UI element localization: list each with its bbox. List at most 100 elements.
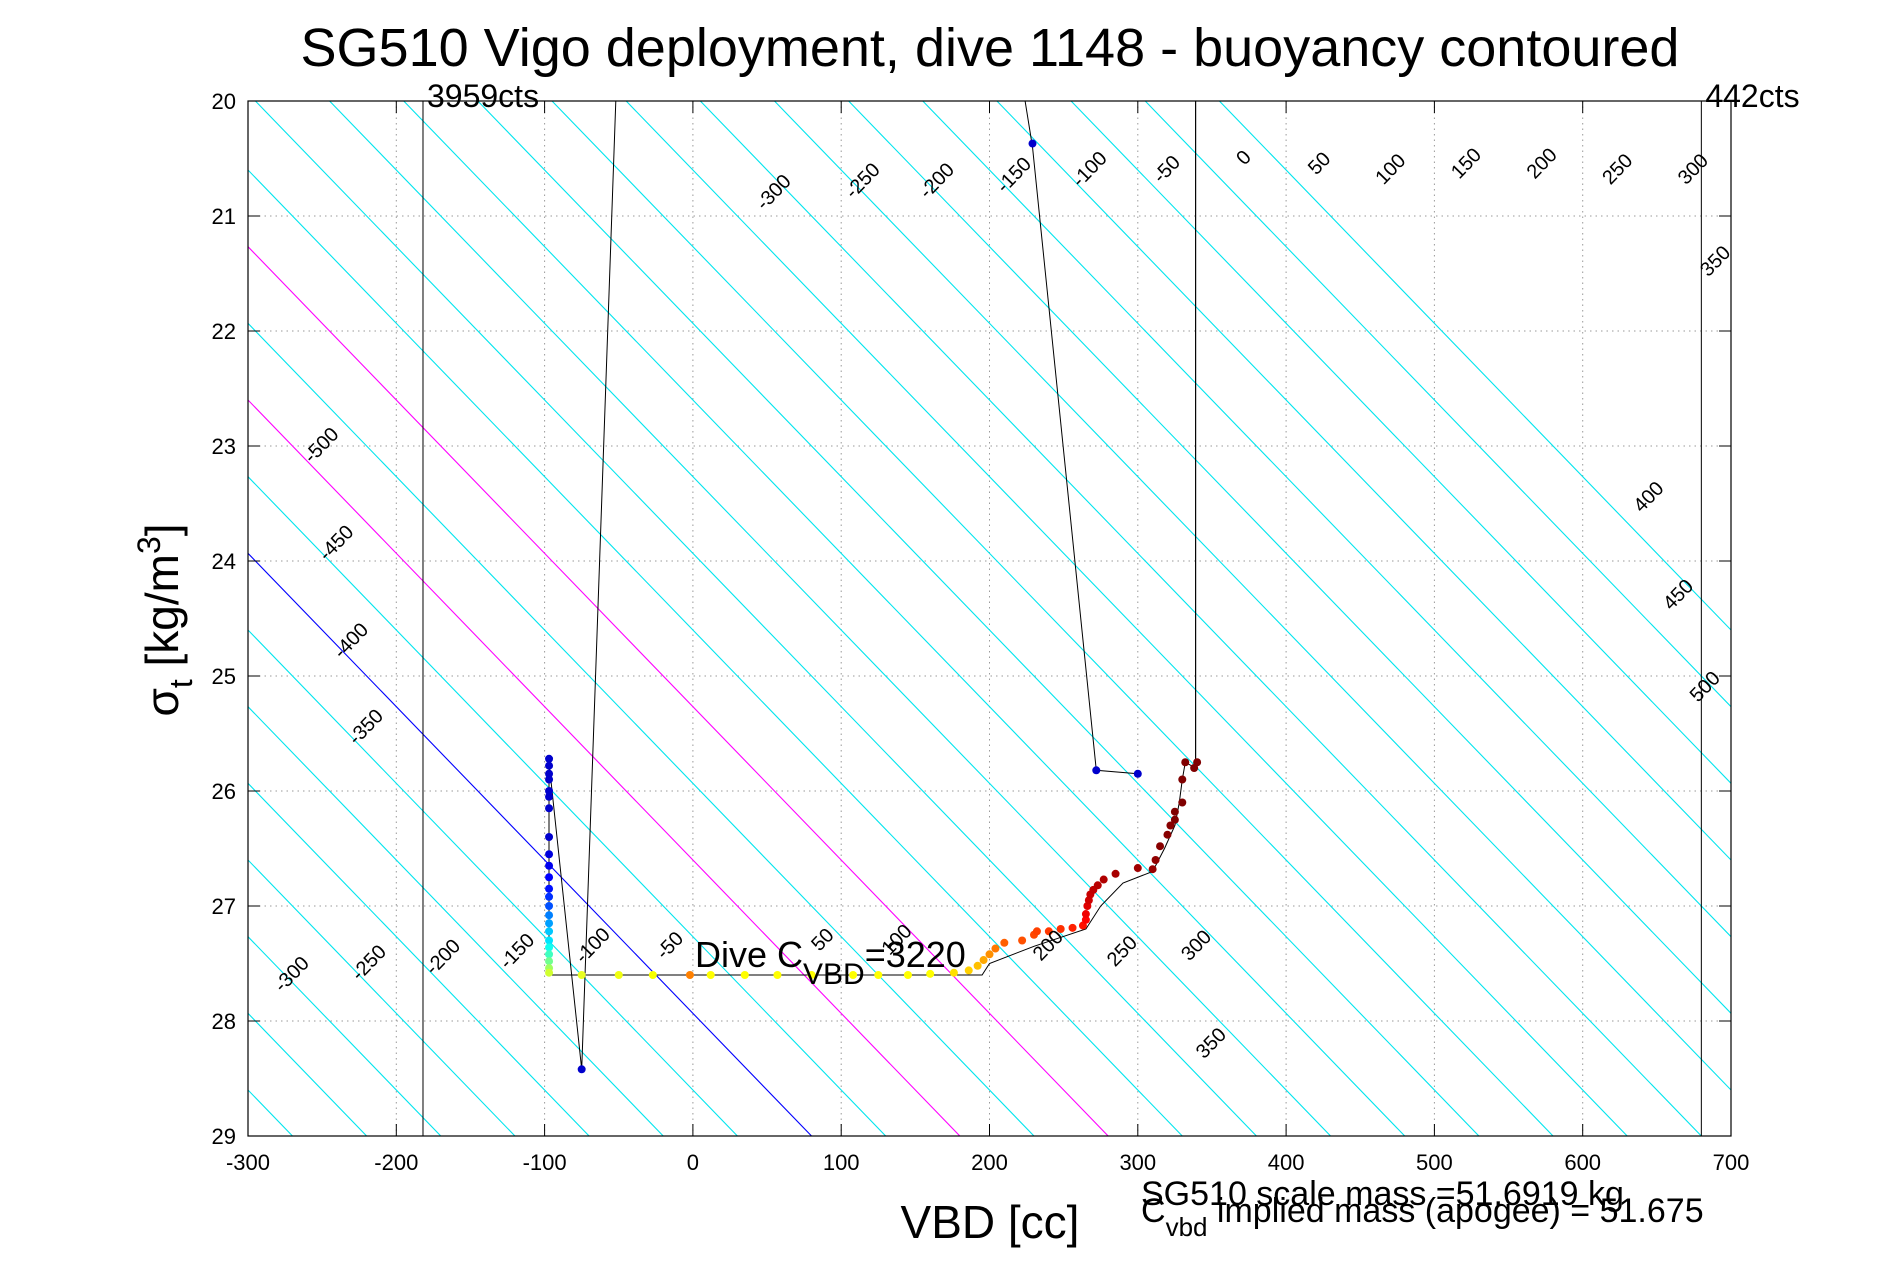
data-point <box>1151 856 1160 864</box>
data-point <box>577 1065 586 1074</box>
data-point <box>1056 925 1065 933</box>
y-axis-label-close: ] <box>136 523 188 536</box>
implied-mass-subscript: vbd <box>1166 1212 1208 1242</box>
data-point <box>545 754 554 763</box>
contour-line <box>403 101 1406 1136</box>
data-point <box>1092 766 1101 775</box>
grid-lines <box>248 101 1731 1136</box>
data-point <box>545 902 554 910</box>
data-point <box>1170 815 1179 824</box>
contour-line <box>248 322 1035 1136</box>
data-point <box>1156 842 1165 851</box>
y-tick-label: 20 <box>212 89 236 114</box>
contour-line <box>848 101 1731 1015</box>
data-point <box>979 956 988 965</box>
data-point <box>1178 775 1187 784</box>
x-tick-label: -200 <box>374 1150 418 1175</box>
contour-line <box>774 101 1731 1091</box>
dive-c-vbd-annotation: Dive CVBD=3220 <box>695 934 966 991</box>
dive-c-prefix: Dive C <box>695 934 803 975</box>
data-point <box>1018 936 1027 945</box>
data-point <box>545 775 554 784</box>
contour-line <box>551 101 1554 1136</box>
scale-mass-annotation: SG510 scale mass =51.6919 kg <box>1141 1175 1624 1213</box>
data-point <box>545 936 554 945</box>
data-point <box>545 850 554 859</box>
data-point <box>973 961 982 970</box>
data-points <box>545 139 1202 1074</box>
contour-line <box>625 101 1628 1136</box>
contour-line <box>329 101 1331 1136</box>
reference-line-labels: 3959cts 442cts <box>427 78 1800 114</box>
contour-line <box>248 782 590 1136</box>
y-axis-label-superscript: 3 <box>131 536 167 554</box>
x-tick-label: 500 <box>1416 1150 1453 1175</box>
data-point <box>740 971 749 979</box>
data-point <box>1068 923 1077 932</box>
contour-line-highlight <box>248 399 961 1136</box>
y-axis-label-unit: [kg/m <box>136 554 188 679</box>
data-point <box>685 971 694 979</box>
data-point <box>1081 910 1090 919</box>
data-point <box>545 884 554 893</box>
y-tick-label: 27 <box>212 894 236 919</box>
data-point <box>614 971 623 979</box>
reference-line-label: 442cts <box>1705 78 1799 114</box>
contour-line-zero <box>248 552 812 1136</box>
data-point <box>1181 758 1190 767</box>
contour-line <box>255 101 1257 1136</box>
dive-c-value: =3220 <box>865 934 966 975</box>
data-point <box>1093 881 1102 890</box>
data-point <box>545 968 554 977</box>
data-point <box>1133 769 1142 778</box>
x-tick-label: -300 <box>226 1150 270 1175</box>
data-point <box>926 969 935 978</box>
x-axis-label: VBD [cc] <box>901 1196 1080 1248</box>
data-point <box>545 861 554 870</box>
data-point <box>545 804 554 813</box>
y-axis-label-symbol: σ <box>136 688 188 716</box>
data-point <box>545 787 554 795</box>
contour-line <box>477 101 1480 1136</box>
data-point <box>874 971 883 979</box>
data-point <box>545 792 554 801</box>
data-point <box>773 971 782 979</box>
data-point <box>545 911 554 920</box>
data-point <box>949 968 958 977</box>
x-tick-label: 300 <box>1119 1150 1156 1175</box>
y-tick-label: 22 <box>212 319 236 344</box>
data-point <box>1000 938 1009 947</box>
y-tick-label: 23 <box>212 434 236 459</box>
data-point <box>1193 758 1202 767</box>
data-point <box>545 833 554 841</box>
data-point <box>849 971 858 979</box>
x-tick-label: -100 <box>523 1150 567 1175</box>
data-point <box>1081 915 1090 924</box>
y-tick-label: 26 <box>212 779 236 804</box>
x-tick-label: 0 <box>687 1150 699 1175</box>
y-axis-label-subscript: t <box>163 679 199 688</box>
axis-ticks: -300 -200 -100 0 100 200 300 400 500 600 700 20 21 22… <box>212 89 1750 1175</box>
data-point <box>903 971 912 979</box>
data-point <box>991 944 1000 953</box>
y-tick-label: 28 <box>212 1009 236 1034</box>
data-point <box>1170 807 1179 816</box>
y-tick-label: 25 <box>212 664 236 689</box>
x-tick-label: 200 <box>971 1150 1008 1175</box>
x-tick-label: 700 <box>1713 1150 1750 1175</box>
x-tick-label: 400 <box>1268 1150 1305 1175</box>
contour-line <box>1070 101 1731 785</box>
data-point <box>1111 869 1120 878</box>
data-point <box>545 943 554 952</box>
contour-line <box>248 475 887 1136</box>
data-point <box>1044 927 1053 936</box>
contour-line <box>996 101 1731 861</box>
contour-line <box>1218 101 1731 631</box>
data-point <box>1133 864 1142 873</box>
data-point <box>648 971 657 979</box>
data-point <box>1178 798 1187 807</box>
data-point <box>1028 139 1037 148</box>
data-point <box>545 927 554 936</box>
svg-text:σt [kg/m3]: σt [kg/m3] <box>131 523 199 716</box>
